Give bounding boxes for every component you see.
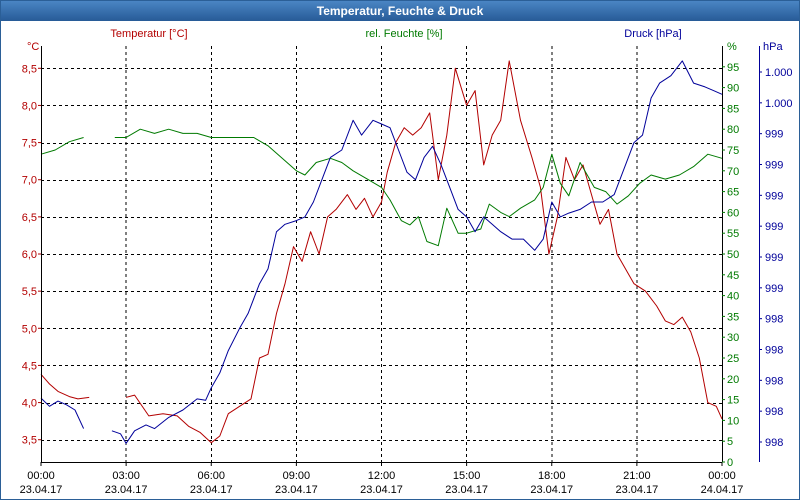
temp-tick-label: 6,5	[22, 212, 37, 224]
humidity-tick-label: 30	[727, 332, 739, 344]
pressure-tick-label: 1.000	[765, 98, 793, 110]
x-tick-label: 21:00	[623, 470, 651, 482]
humidity-tick-label: 25	[727, 353, 739, 365]
humidity-series-label: rel. Feuchte [%]	[365, 28, 442, 40]
humidity-tick-label: 5	[727, 436, 733, 448]
temp-tick-label: 3,5	[22, 435, 37, 447]
temperature-series-line	[125, 60, 723, 444]
temp-tick-label: 4,5	[22, 360, 37, 372]
pressure-unit-label: hPa	[763, 41, 783, 53]
x-tick-label: 00:00	[708, 470, 736, 482]
axes: 00:00 23.04.17 03:00 23.04.17 06:00 23.04.17 0…	[20, 28, 793, 496]
temp-tick-label: 8,5	[22, 63, 37, 75]
humidity-tick-label: 70	[727, 166, 739, 178]
pressure-series-line	[111, 60, 723, 444]
x-tick-label: 09:00	[283, 470, 311, 482]
humidity-tick-label: 95	[727, 62, 739, 74]
temperature-series-label: Temperatur [°C]	[110, 28, 187, 40]
pressure-tick-label: 999	[765, 252, 783, 264]
title-bar: Temperatur, Feuchte & Druck	[1, 1, 799, 21]
pressure-tick-label: 999	[765, 129, 783, 141]
window-title: Temperatur, Feuchte & Druck	[316, 4, 484, 18]
x-tick-date-label: 23.04.17	[530, 484, 573, 496]
temp-tick-label: 7,5	[22, 138, 37, 150]
humidity-tick-label: 75	[727, 145, 739, 157]
humidity-tick-label: 50	[727, 249, 739, 261]
x-tick-label: 00:00	[27, 470, 55, 482]
pressure-tick-label: 998	[765, 345, 783, 357]
x-tick-label: 06:00	[197, 470, 225, 482]
pressure-tick-label: 998	[765, 406, 783, 418]
x-tick-label: 12:00	[368, 470, 396, 482]
x-tick-date-label: 23.04.17	[275, 484, 318, 496]
humidity-unit-label: %	[727, 41, 737, 53]
pressure-series-label: Druck [hPa]	[624, 28, 681, 40]
humidity-tick-label: 55	[727, 228, 739, 240]
humidity-tick-label: 10	[727, 415, 739, 427]
humidity-tick-label: 15	[727, 395, 739, 407]
pressure-tick-label: 1.000	[765, 67, 793, 79]
pressure-tick-label: 998	[765, 437, 783, 449]
chart-canvas: 00:00 23.04.17 03:00 23.04.17 06:00 23.04.17 0…	[20, 28, 793, 496]
temp-tick-label: 8,0	[22, 100, 37, 112]
humidity-series-line	[114, 128, 723, 247]
humidity-tick-label: 90	[727, 83, 739, 95]
pressure-tick-label: 998	[765, 375, 783, 387]
humidity-tick-label: 35	[727, 311, 739, 323]
pressure-tick-label: 999	[765, 160, 783, 172]
humidity-tick-label: 60	[727, 207, 739, 219]
pressure-tick-label: 999	[765, 221, 783, 233]
x-tick-label: 15:00	[453, 470, 481, 482]
x-tick-date-label: 23.04.17	[445, 484, 488, 496]
humidity-tick-label: 20	[727, 374, 739, 386]
humidity-tick-label: 40	[727, 291, 739, 303]
x-tick-date-label: 24.04.17	[701, 484, 744, 496]
x-tick-date-label: 23.04.17	[20, 484, 63, 496]
temp-tick-label: 5,5	[22, 286, 37, 298]
temp-unit-label: °C	[27, 41, 39, 53]
temp-tick-label: 4,0	[22, 398, 37, 410]
pressure-tick-label: 998	[765, 314, 783, 326]
grid	[41, 46, 722, 462]
temp-tick-label: 5,0	[22, 323, 37, 335]
temperature-series-line	[40, 373, 90, 400]
humidity-tick-label: 80	[727, 124, 739, 136]
humidity-tick-label: 65	[727, 187, 739, 199]
x-tick-date-label: 23.04.17	[105, 484, 148, 496]
humidity-tick-label: 0	[727, 457, 733, 469]
x-tick-label: 18:00	[538, 470, 566, 482]
pressure-tick-label: 999	[765, 283, 783, 295]
humidity-tick-label: 45	[727, 270, 739, 282]
humidity-series-line	[40, 137, 84, 155]
pressure-tick-label: 999	[765, 190, 783, 202]
pressure-series-line	[40, 397, 85, 429]
x-tick-date-label: 23.04.17	[190, 484, 233, 496]
temp-tick-label: 6,0	[22, 249, 37, 261]
series-layer	[40, 60, 723, 444]
x-tick-label: 03:00	[112, 470, 140, 482]
temp-tick-label: 7,0	[22, 175, 37, 187]
x-tick-date-label: 23.04.17	[360, 484, 403, 496]
humidity-tick-label: 85	[727, 103, 739, 115]
x-tick-date-label: 23.04.17	[615, 484, 658, 496]
